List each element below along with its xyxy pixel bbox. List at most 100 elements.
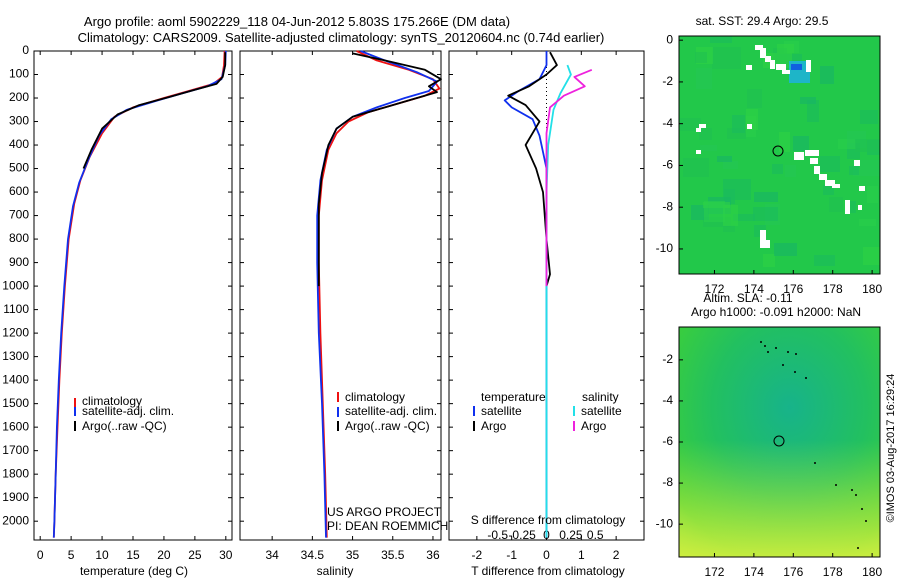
legend-label-argo: Argo(..raw -QC) [82,419,167,433]
map-y-tick-label: -2 [662,352,673,366]
sst-texture-tile [829,197,843,212]
sla-track-dot [814,462,816,464]
sla-track-dot [764,345,766,347]
depth-tick-label: 1700 [2,443,29,457]
map-x-tick-label: 178 [823,565,843,579]
map-x-tick-label: 174 [744,282,764,296]
s-diff-tick-label: -0.25 [508,528,536,542]
legend-label-climatology: climatology [345,390,405,404]
sst-texture-tile [820,156,840,172]
sst-texture-tile [867,186,878,203]
sst-map-frame [678,35,881,275]
x-tick-label: 5 [68,548,75,562]
legend-header-salinity: salinity [582,390,619,404]
series-line-satellite-adj-clim- [52,50,227,538]
sst-texture-tile [814,255,835,266]
map-y-tick-label: -4 [662,116,673,130]
sst-texture-tile [683,158,709,177]
sst-texture-tile [772,164,783,174]
sst-missing-data-pixel [810,158,818,164]
sla-map-title-line-1: Altim. SLA: -0.11 [703,291,792,305]
legend-label-s-satellite: satellite [581,404,622,418]
t-difference-axis-label: T difference from climatology [471,564,625,578]
salinity-panel: 34 34.5 35 35.5 36 salinity climatology sate… [239,50,448,578]
map-y-tick-label: -6 [662,158,673,172]
x-tick-label: -1 [506,548,517,562]
depth-tick-label: 1500 [2,396,29,410]
salinity-axis-label: salinity [317,564,354,578]
sst-texture-tile [849,166,859,175]
map-x-tick-label: 174 [744,565,764,579]
series-line-argo-raw-qc- [317,52,442,287]
map-y-tick-label: -10 [656,241,674,255]
x-tick-label: 10 [95,548,109,562]
sst-missing-data-pixel [845,200,850,214]
sst-missing-data-pixel [814,166,820,174]
sst-missing-data-pixel [782,70,790,74]
map-x-tick-label: 176 [783,282,803,296]
legend-header-temperature: temperature [481,390,546,404]
depth-tick-label: 700 [9,208,29,222]
sla-track-dot [760,341,762,343]
map-x-tick-label: 180 [862,565,882,579]
sla-map-panel: Altim. SLA: -0.11 Argo h1000: -0.091 h20… [656,291,883,579]
sst-texture-tile [680,118,701,131]
sst-texture-tile [747,89,762,108]
sst-missing-data-pixel [699,124,706,128]
sla-track-dot [767,351,769,353]
sst-missing-data-pixel [696,128,701,132]
credit-text: US ARGO PROJECT [327,505,442,519]
copyright-footer: ©IMOS 03-Aug-2017 16:29:24 [885,374,897,523]
sst-missing-data-pixel [794,152,804,160]
x-tick-label: 34 [265,548,279,562]
sst-missing-data-pixel [696,150,701,154]
map-y-tick-label: -10 [656,516,674,530]
sla-track-dot [851,489,853,491]
sst-texture-tile [763,254,775,267]
title-line-1: Argo profile: aoml 5902229_118 04-Jun-20… [84,14,510,29]
depth-tick-label: 600 [9,184,29,198]
sla-profile-marker [773,435,785,447]
sst-texture-tile [779,132,790,152]
x-tick-label: 20 [157,548,171,562]
temperature-legend: climatology satellite-adj. clim. Argo(..… [74,394,174,433]
sst-missing-data-pixel [760,48,766,58]
map-y-tick-label: -2 [662,74,673,88]
legend-label-satellite-adj: satellite-adj. clim. [345,404,437,418]
s-diff-tick-label: 0.25 [559,528,583,542]
sst-texture-tile [696,68,712,89]
sla-track-dot [865,520,867,522]
sst-missing-data-pixel [858,205,862,210]
sst-texture-tile [704,201,725,222]
depth-tick-label: 1100 [3,302,29,316]
depth-tick-label: 300 [9,114,29,128]
sst-warm-patch [791,64,802,70]
sst-texture-tile [807,100,819,122]
sst-missing-data-pixel [746,65,752,70]
difference-legend: temperature satellite Argo salinity sate… [473,390,622,433]
map-y-tick-label: -8 [662,475,673,489]
depth-tick-label: 100 [9,67,29,81]
salinity-legend: climatology satellite-adj. clim. Argo(..… [337,390,437,433]
sst-missing-data-pixel [765,240,770,248]
salinity-plot-frame [239,50,442,541]
sst-texture-tile [700,145,717,151]
sla-track-dot [835,484,837,486]
depth-tick-label: 1900 [2,490,29,504]
sla-track-dot [805,377,807,379]
x-tick-label: 30 [219,548,233,562]
sst-missing-data-pixel [747,124,752,129]
x-tick-label: 35 [346,548,360,562]
depth-tick-label: 1600 [2,419,29,433]
sst-texture-tile [823,185,834,195]
sst-texture-tile [723,179,751,200]
sst-texture-tile [847,201,856,213]
sla-track-dot [861,508,863,510]
map-x-tick-label: 178 [823,282,843,296]
x-tick-label: 0 [543,548,550,562]
depth-tick-label: 1200 [2,325,29,339]
sst-texture-tile [723,225,735,232]
sst-texture-tile [733,214,755,221]
sst-missing-data-pixel [825,180,835,186]
depth-tick-label: 1300 [2,349,29,363]
